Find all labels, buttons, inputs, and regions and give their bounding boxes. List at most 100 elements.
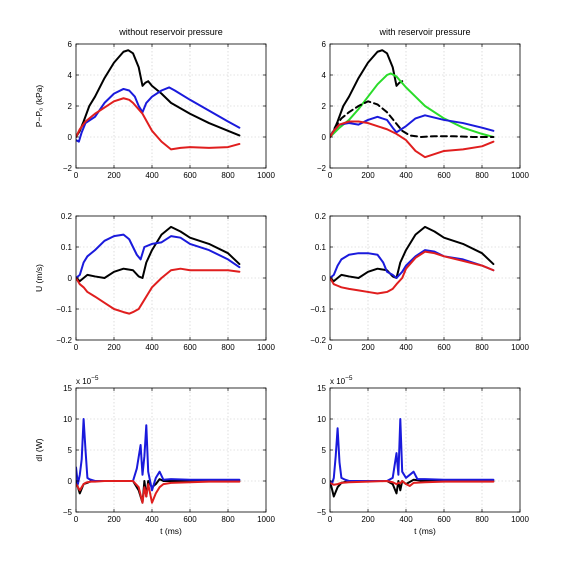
x-tick-label: 600 (437, 343, 451, 352)
x-tick-label: 600 (183, 171, 197, 180)
x-tick-label: 400 (145, 171, 159, 180)
x-tick-label: 400 (145, 515, 159, 524)
y-tick-label: 0 (68, 133, 73, 142)
x-tick-label: 1000 (257, 343, 275, 352)
x-tick-label: 0 (328, 171, 333, 180)
x-tick-label: 1000 (257, 515, 275, 524)
x-tick-label: 800 (475, 515, 489, 524)
x-tick-label: 0 (74, 171, 79, 180)
series-group (76, 225, 241, 315)
series-line-blue (76, 418, 241, 492)
y-tick-label: −5 (317, 508, 327, 517)
y-tick-label: 2 (322, 102, 327, 111)
series-line-blue (330, 418, 495, 486)
x-tick-label: 400 (399, 343, 413, 352)
y-tick-label: 0 (322, 133, 327, 142)
x-axis-label: t (ms) (414, 526, 436, 536)
y-tick-label: −2 (63, 164, 73, 173)
y-tick-label: 5 (68, 446, 73, 455)
series-line-green (330, 72, 495, 138)
x-tick-label: 400 (145, 343, 159, 352)
series-group (330, 225, 495, 295)
x-tick-label: 0 (74, 343, 79, 352)
y-axis-label: P−P₀ (kPa) (34, 85, 44, 128)
y-tick-label: 4 (68, 71, 73, 80)
series-line-red (76, 480, 241, 504)
x-tick-label: 1000 (257, 171, 275, 180)
y-tick-label: 0.2 (61, 212, 73, 221)
y-tick-label: 0 (68, 274, 73, 283)
axis-exponent: x 10−5 (76, 375, 99, 386)
series-group (76, 418, 241, 504)
x-tick-label: 600 (183, 515, 197, 524)
series-line-black (330, 49, 404, 138)
axis-exponent-power: −5 (345, 375, 353, 382)
y-tick-label: 0 (322, 274, 327, 283)
series-line-blue (76, 233, 241, 279)
y-tick-label: 5 (322, 446, 327, 455)
series-line-red (330, 250, 495, 295)
x-tick-label: 200 (361, 515, 375, 524)
x-tick-label: 800 (475, 343, 489, 352)
y-tick-label: 6 (68, 40, 73, 49)
series-line-black (76, 225, 241, 283)
x-tick-label: 200 (107, 171, 121, 180)
y-axis-label: dI (W) (34, 438, 44, 461)
x-tick-label: 1000 (511, 515, 529, 524)
x-tick-label: 200 (107, 343, 121, 352)
x-tick-label: 1000 (511, 171, 529, 180)
series-line-blue (330, 249, 495, 279)
series-line-red (76, 97, 241, 151)
x-tick-label: 800 (475, 171, 489, 180)
y-tick-label: −2 (317, 164, 327, 173)
series-line-red (330, 480, 495, 487)
x-axis-label: t (ms) (160, 526, 182, 536)
y-tick-label: 0 (322, 477, 327, 486)
axis-exponent-power: −5 (91, 375, 99, 382)
x-tick-label: 400 (399, 171, 413, 180)
panel-3: 0 200 400 600 800 1000 −0.2 −0.1 0 0.1 0.2 U (m/s) (34, 212, 275, 352)
x-tick-label: 1000 (511, 343, 529, 352)
y-tick-label: −0.2 (310, 336, 326, 345)
y-tick-label: −0.2 (56, 336, 72, 345)
series-line-black-dashed (330, 100, 495, 138)
y-tick-label: 0.1 (315, 243, 327, 252)
series-line-red (330, 120, 495, 159)
y-tick-label: 10 (317, 415, 326, 424)
x-tick-label: 600 (437, 515, 451, 524)
y-tick-label: −0.1 (56, 305, 72, 314)
panel-4: 0 200 400 600 800 1000 −0.2 −0.1 0 0.1 0.2 (310, 212, 529, 352)
y-tick-label: −0.1 (310, 305, 326, 314)
y-tick-label: 15 (63, 384, 72, 393)
x-tick-label: 400 (399, 515, 413, 524)
x-tick-label: 0 (328, 515, 333, 524)
x-tick-label: 800 (221, 343, 235, 352)
x-tick-label: 0 (74, 515, 79, 524)
y-tick-label: 0.1 (61, 243, 73, 252)
series-group (330, 49, 495, 159)
series-group (330, 418, 495, 498)
y-tick-label: −5 (63, 508, 73, 517)
y-tick-label: 0 (68, 477, 73, 486)
series-line-blue (330, 114, 495, 138)
chart-title: without reservoir pressure (118, 27, 223, 37)
chart-title: with reservoir pressure (378, 27, 470, 37)
x-tick-label: 800 (221, 515, 235, 524)
x-tick-label: 200 (361, 171, 375, 180)
x-tick-label: 600 (437, 171, 451, 180)
series-group (76, 49, 241, 151)
y-tick-label: 4 (322, 71, 327, 80)
y-axis-label: U (m/s) (34, 264, 44, 292)
y-tick-label: 6 (322, 40, 327, 49)
series-line-blue (76, 86, 241, 143)
y-tick-label: 10 (63, 415, 72, 424)
x-tick-label: 200 (107, 515, 121, 524)
axis-exponent: x 10−5 (330, 375, 353, 386)
x-tick-label: 200 (361, 343, 375, 352)
series-line-black (76, 49, 241, 138)
